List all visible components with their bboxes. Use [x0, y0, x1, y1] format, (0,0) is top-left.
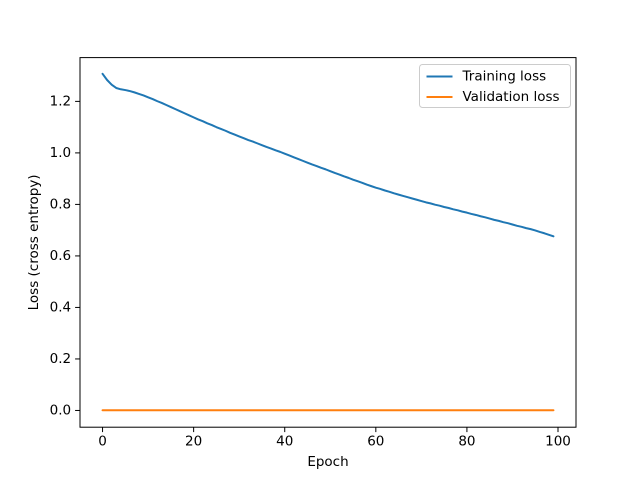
x-tick-label: 0 — [98, 434, 107, 450]
x-axis-label: Epoch — [307, 454, 348, 470]
legend-label: Training loss — [462, 69, 547, 85]
training-loss-line — [101, 72, 555, 238]
legend-box — [419, 64, 571, 108]
y-tick-label: 1.2 — [50, 93, 71, 109]
y-tick-label: 0.0 — [50, 402, 71, 418]
y-tick-label: 0.6 — [50, 248, 71, 264]
y-tick-label: 0.2 — [50, 351, 71, 367]
y-tick-label: 0.8 — [50, 196, 71, 212]
x-tick-label: 60 — [367, 434, 384, 450]
x-tick-label: 80 — [458, 434, 475, 450]
axes-spines — [79, 57, 577, 428]
legend-label: Validation loss — [463, 89, 560, 105]
y-tick-label: 1.0 — [50, 145, 71, 161]
legend: Training loss Validation loss — [419, 64, 571, 108]
x-axis: 0 20 40 60 80 100 — [98, 427, 571, 450]
x-tick-label: 20 — [185, 434, 202, 450]
x-tick-label: 40 — [276, 434, 293, 450]
y-axis-label: Loss (cross entropy) — [26, 174, 42, 310]
y-axis: 0.0 0.2 0.4 0.6 0.8 1.0 1.2 — [50, 93, 80, 418]
y-tick-label: 0.4 — [50, 299, 71, 315]
x-tick-label: 100 — [545, 434, 571, 450]
